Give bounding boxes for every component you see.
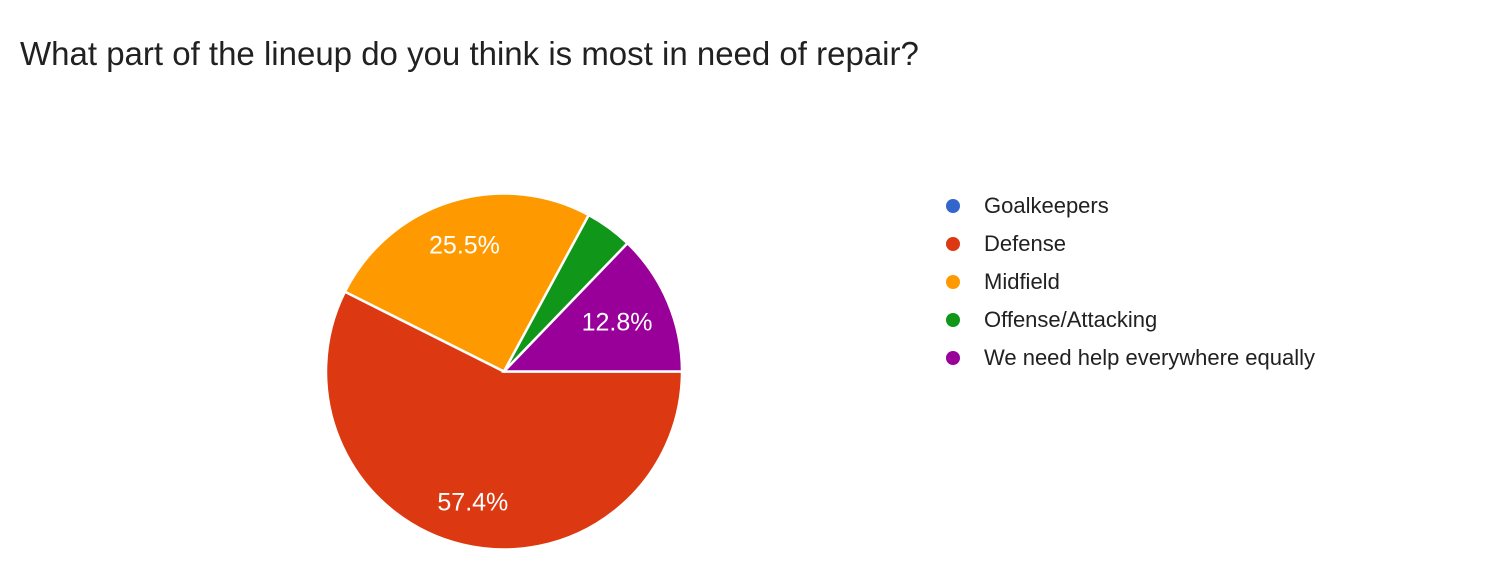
legend-label: Midfield xyxy=(984,269,1060,294)
legend-swatch-defense xyxy=(946,237,960,251)
legend-label: Goalkeepers xyxy=(984,193,1109,218)
pie-slice-label-everywhere-equally: 12.8% xyxy=(581,308,653,337)
pie-slice-defense[interactable] xyxy=(324,290,684,551)
question-title: What part of the lineup do you think is … xyxy=(20,35,919,72)
chart-legend: Goalkeepers Defense Midfield Offense/Att… xyxy=(946,187,1315,377)
legend-swatch-goalkeepers xyxy=(946,199,960,213)
pie-slice-we-need-help-everywhere-equally[interactable] xyxy=(501,241,684,373)
legend-item-goalkeepers: Goalkeepers xyxy=(946,187,1315,225)
legend-swatch-offense-attacking xyxy=(946,313,960,327)
legend-label: We need help everywhere equally xyxy=(984,345,1316,370)
legend-item-offense-attacking: Offense/Attacking xyxy=(946,301,1315,339)
legend-item-everywhere-equally: We need help everywhere equally xyxy=(946,339,1315,377)
legend-swatch-everywhere-equally xyxy=(946,351,960,365)
pie-slice-label-defense: 57.4% xyxy=(437,488,509,517)
legend-item-defense: Defense xyxy=(946,225,1315,263)
legend-swatch-midfield xyxy=(946,275,960,289)
legend-label: Defense xyxy=(984,231,1066,256)
legend-label: Offense/Attacking xyxy=(984,307,1158,332)
legend-item-midfield: Midfield xyxy=(946,263,1315,301)
pie-slice-label-midfield: 25.5% xyxy=(429,231,500,260)
